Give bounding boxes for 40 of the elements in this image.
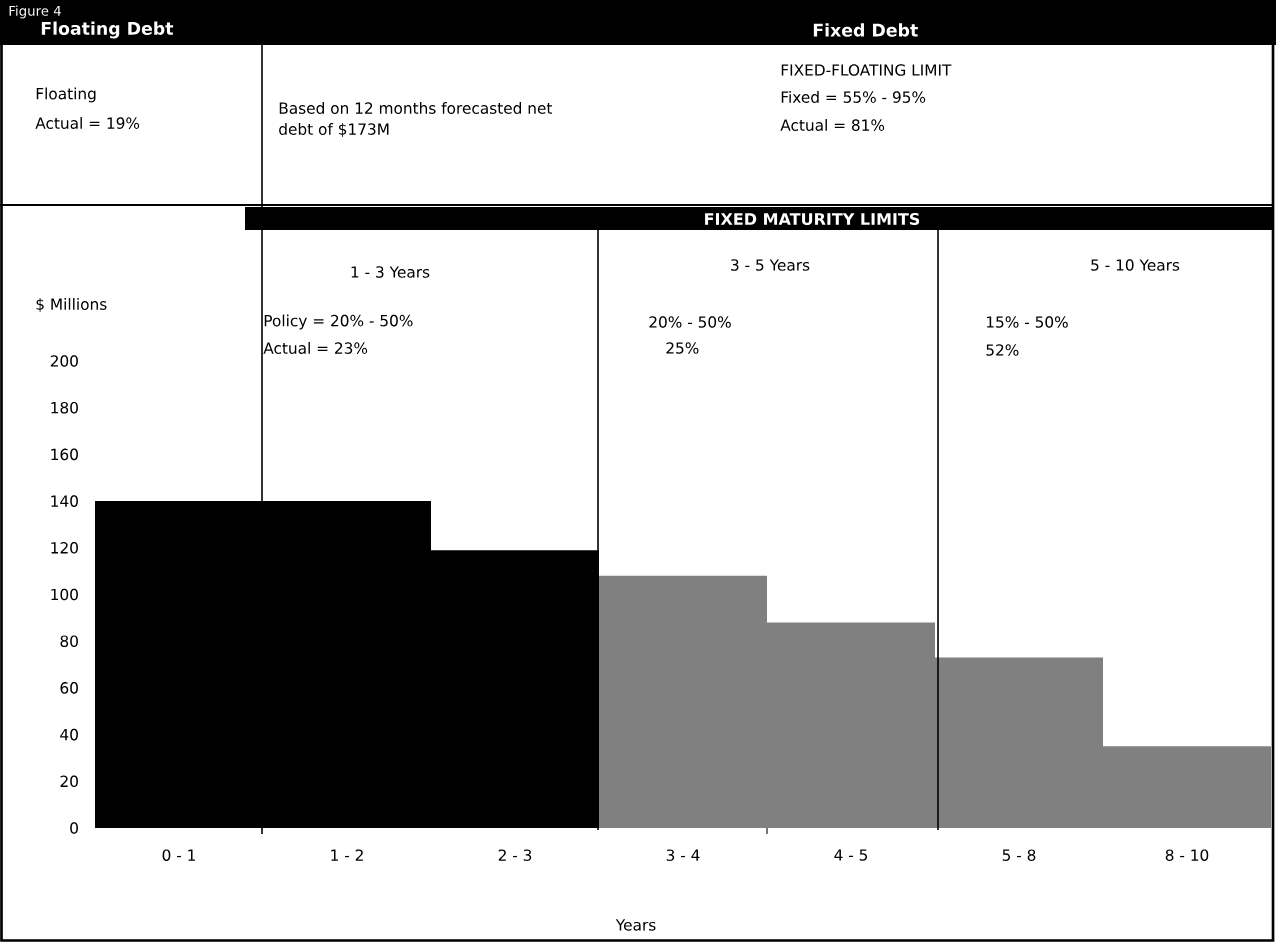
y-axis-title: $ Millions bbox=[36, 298, 107, 312]
x-tick-label: 4 - 5 bbox=[834, 849, 868, 861]
x-tick-label: 5 - 8 bbox=[1002, 849, 1036, 861]
text: Actual = 19% bbox=[35, 117, 140, 129]
y-tick-label: 80 bbox=[60, 635, 78, 647]
text: 3 - 5 Years bbox=[731, 259, 810, 271]
text: 15% - 50% bbox=[986, 316, 1068, 328]
text: Actual = 23% bbox=[263, 342, 368, 354]
y-tick-label: 180 bbox=[51, 401, 78, 414]
y-tick-label: 200 bbox=[50, 355, 78, 367]
y-tick-label: 60 bbox=[60, 682, 78, 694]
text: Fixed = 55% - 95% bbox=[781, 91, 926, 103]
text: Actual = 81% bbox=[780, 119, 885, 131]
x-tick-label: 8 - 10 bbox=[1165, 849, 1209, 861]
chart-title: Figure 4 bbox=[9, 5, 61, 19]
x-tick-label: 1 - 2 bbox=[331, 849, 363, 861]
text: Floating Debt bbox=[41, 21, 174, 39]
x-tick-label: 0 - 1 bbox=[162, 849, 195, 861]
text: 25% bbox=[666, 342, 699, 354]
text: 20% - 50% bbox=[649, 316, 731, 328]
y-tick-label: 160 bbox=[51, 448, 78, 461]
text: Fixed Debt bbox=[813, 23, 918, 37]
y-tick-label: 40 bbox=[60, 728, 78, 741]
y-tick-label: 100 bbox=[51, 588, 78, 601]
text: Floating bbox=[36, 87, 96, 103]
text: 5 - 10 Years bbox=[1091, 259, 1180, 271]
text: FIXED-FLOATING LIMIT bbox=[781, 64, 952, 76]
text: debt of $173M bbox=[279, 123, 389, 137]
text: Policy = 20% - 50% bbox=[264, 314, 413, 330]
y-tick-label: 20 bbox=[60, 775, 78, 788]
y-tick-label: 140 bbox=[51, 495, 78, 507]
y-tick-label: 0 bbox=[70, 822, 78, 834]
text: 1 - 3 Years bbox=[351, 266, 430, 278]
text: 52% bbox=[986, 344, 1019, 356]
y-tick-label: 120 bbox=[51, 542, 78, 554]
x-axis-title: Years bbox=[615, 919, 656, 931]
text: FIXED MATURITY LIMITS bbox=[705, 212, 920, 226]
x-tick-label: 2 - 3 bbox=[498, 849, 532, 861]
x-tick-label: 3 - 4 bbox=[666, 849, 700, 861]
text: Based on 12 months forecasted net bbox=[279, 102, 553, 114]
